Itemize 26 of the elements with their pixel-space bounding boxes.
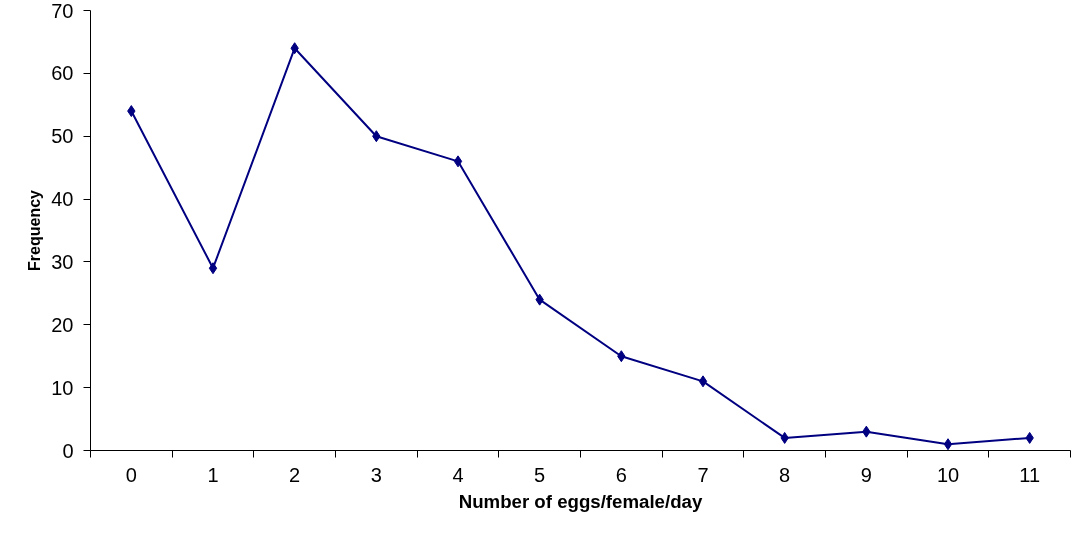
x-tick-label: 7 [697,463,709,486]
x-tick-label: 11 [1019,463,1041,486]
y-tick-label: 40 [51,188,74,211]
y-tick-label: 70 [51,0,74,22]
y-tick-label: 50 [51,125,74,148]
point [698,375,708,388]
y-tick-label: 0 [62,439,74,462]
point [943,438,953,451]
x-tick-label: 6 [615,463,627,486]
x-tick-label: 8 [779,463,791,486]
x-tick-label: 10 [936,463,960,486]
x-axis-title: Number of eggs/female/day [458,490,703,512]
y-tick-label: 60 [51,62,74,85]
y-tick-label: 10 [51,376,74,399]
point [208,262,218,275]
x-tick-label: 5 [534,463,546,486]
x-tick-label: 3 [370,463,382,486]
point [453,155,463,168]
x-tick-label: 1 [207,463,219,486]
x-tick-label: 2 [289,463,301,486]
y-tick-label: 20 [51,313,74,336]
x-tick-label: 0 [125,463,137,486]
y-axis-title: Frequency [26,189,44,271]
x-tick-label: 4 [452,463,464,486]
x-tick-label: 9 [860,463,872,486]
y-tick-label: 30 [51,250,74,273]
